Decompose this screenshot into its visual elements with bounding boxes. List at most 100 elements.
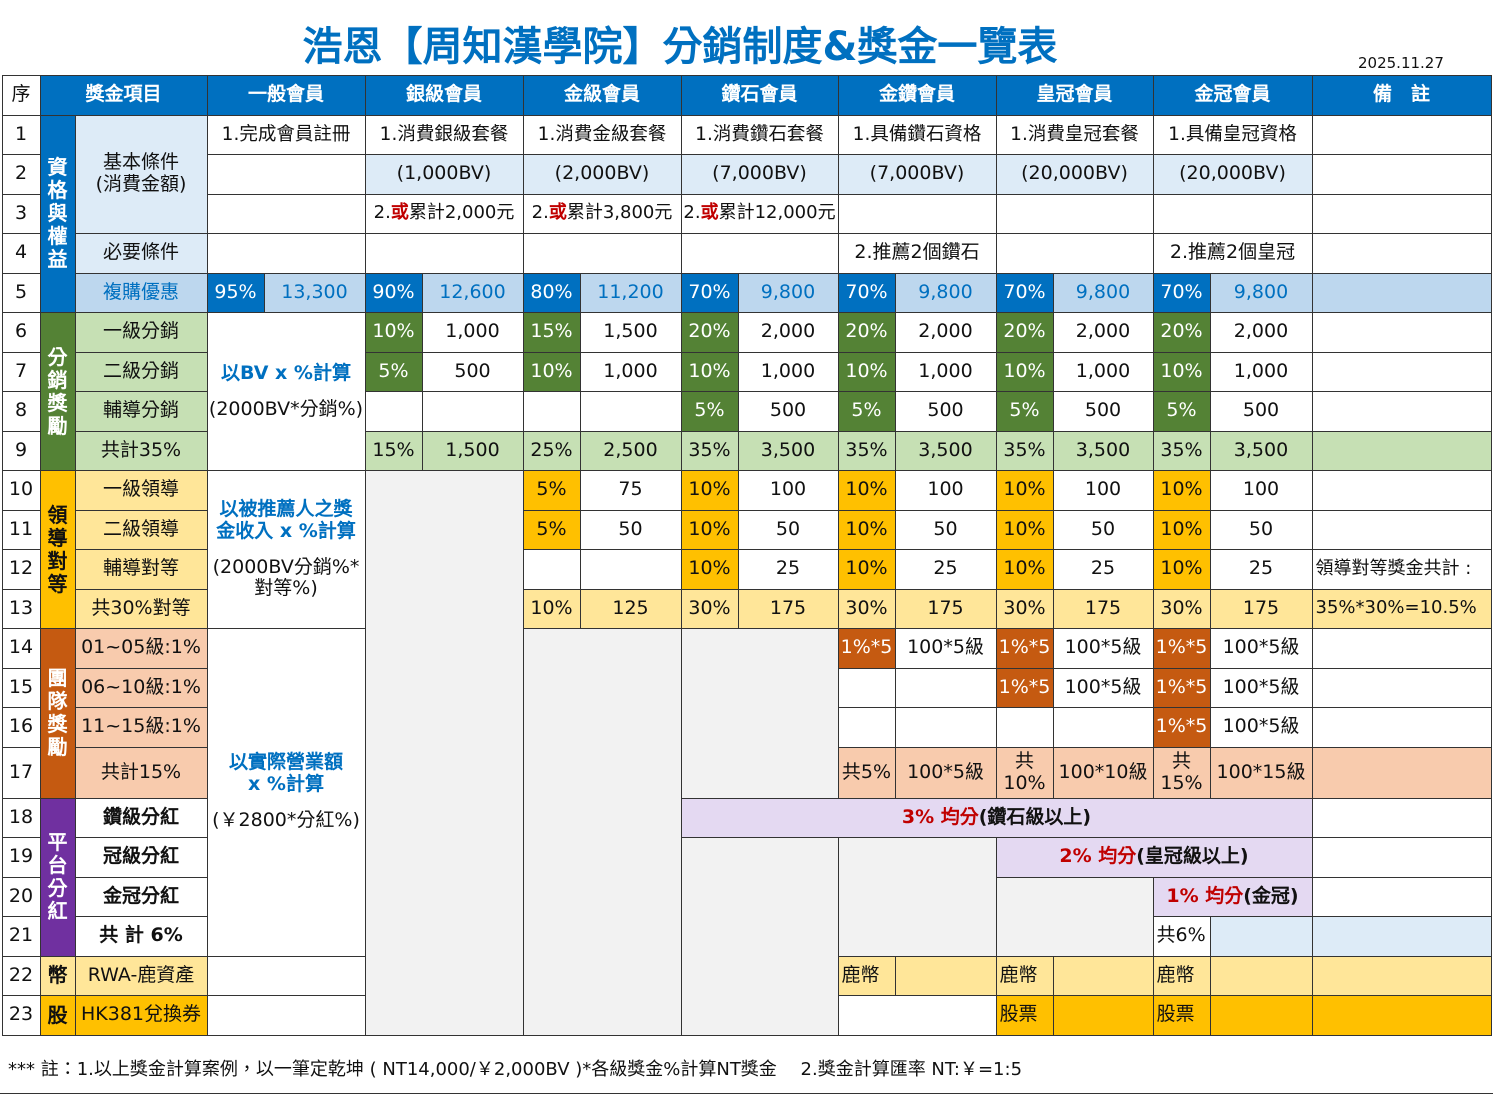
table-cell: 1%*5 [1152, 628, 1211, 669]
table-cell [1311, 430, 1492, 471]
table-cell: 22 [1, 955, 41, 996]
table-cell: 2,000 [737, 312, 839, 353]
table-cell: 100 [1209, 470, 1313, 511]
table-cell: 冠級分紅 [74, 837, 208, 878]
table-cell: 平台分紅 [39, 797, 76, 957]
cell-text: 以實際營業額 x %計算 [228, 751, 343, 796]
cell-text: (￥2800*分紅%) [212, 809, 360, 832]
table-cell: 11,200 [579, 272, 682, 313]
table-cell: 17 [1, 746, 41, 799]
cell-text: 累計3,800元 [566, 202, 673, 224]
table-cell: 輔導分銷 [74, 391, 208, 432]
table-cell: 序 [1, 74, 41, 116]
table-cell: 鹿幣 [1152, 955, 1211, 996]
table-cell [1311, 272, 1492, 313]
table-cell: 50 [579, 509, 682, 550]
table-cell [995, 193, 1154, 234]
table-cell: 10% [522, 588, 581, 629]
table-cell: 1.完成會員註冊 [206, 114, 366, 155]
table-cell: 100*5級 [894, 746, 997, 799]
table-cell: 共5% [837, 746, 896, 799]
table-cell: 25 [1209, 549, 1313, 590]
table-cell: 175 [1052, 588, 1154, 629]
table-cell: 500 [894, 391, 997, 432]
table-cell [1311, 995, 1492, 1036]
table-cell: (1,000BV) [364, 154, 524, 195]
table-cell: 2,500 [579, 430, 682, 471]
cell-text: 3% 均分 [901, 805, 979, 828]
cell-text: 或 [548, 202, 567, 224]
table-cell: 70% [837, 272, 896, 313]
table-cell: 30% [1152, 588, 1211, 629]
table-cell [206, 955, 366, 996]
table-cell: 10% [995, 509, 1054, 550]
table-cell: 3,500 [1052, 430, 1154, 471]
table-cell: 1.消費金級套餐 [522, 114, 682, 155]
table-cell: 輔導對等 [74, 549, 208, 590]
table-cell: 3% 均分 (鑽石級以上) [680, 797, 1313, 838]
table-cell: 1.消費皇冠套餐 [995, 114, 1154, 155]
table-cell: 備 註 [1311, 74, 1492, 116]
table-cell: 金冠分紅 [74, 876, 208, 917]
table-cell: 1,000 [579, 351, 682, 392]
table-cell: 95% [206, 272, 265, 313]
table-cell [837, 193, 997, 234]
table-cell: 01~05級:1% [74, 628, 208, 669]
table-cell: 2% 均分 (皇冠級以上) [995, 837, 1313, 878]
table-cell [1311, 916, 1492, 957]
cell-text: 或 [700, 202, 719, 224]
table-cell [1311, 114, 1492, 155]
table-cell: 一般會員 [206, 74, 366, 116]
table-cell: 1,000 [1209, 351, 1313, 392]
table-cell: 1,500 [421, 430, 524, 471]
table-cell: 分銷獎勵 [39, 312, 76, 471]
table-cell: 10 [1, 470, 41, 511]
table-cell: 10% [995, 549, 1054, 590]
table-cell: 3,500 [1209, 430, 1313, 471]
table-cell: 500 [737, 391, 839, 432]
table-cell: 9,800 [1209, 272, 1313, 313]
table-cell: 100 [1052, 470, 1154, 511]
table-cell: 共計35% [74, 430, 208, 471]
table-cell: 100*5級 [1052, 628, 1154, 669]
table-cell: 25 [1052, 549, 1154, 590]
table-cell: 06~10級:1% [74, 667, 208, 708]
table-cell [1311, 955, 1492, 996]
table-cell [1311, 746, 1492, 799]
table-cell: 30% [995, 588, 1054, 629]
table-cell: 資格與權益 [39, 114, 76, 313]
table-cell: 10% [995, 351, 1054, 392]
table-cell: 13 [1, 588, 41, 629]
table-cell: 12,600 [421, 272, 524, 313]
table-cell: 13,300 [263, 272, 366, 313]
table-cell [206, 995, 366, 1036]
table-cell: 共6% [1152, 916, 1211, 957]
table-cell: 25 [737, 549, 839, 590]
table-cell: 2. 或累計3,800元 [522, 193, 682, 234]
table-cell [1311, 876, 1492, 917]
table-cell: 10% [837, 351, 896, 392]
table-cell: 10% [680, 509, 739, 550]
table-cell: 股 [39, 995, 76, 1036]
table-cell: 4 [1, 233, 41, 274]
table-cell: 10% [680, 470, 739, 511]
table-cell: 共 10% [995, 746, 1054, 799]
table-cell: 共30%對等 [74, 588, 208, 629]
cell-text: (2000BV*分銷%) [208, 397, 364, 420]
table-cell: 鹿幣 [995, 955, 1054, 996]
table-cell: 8 [1, 391, 41, 432]
table-cell: 領導對等獎金共計 : [1311, 549, 1492, 590]
table-cell: 5% [522, 509, 581, 550]
table-cell [1311, 233, 1492, 274]
table-cell [1311, 707, 1492, 748]
table-cell [364, 233, 524, 274]
table-cell: 5 [1, 272, 41, 313]
table-cell: 3,500 [894, 430, 997, 471]
table-cell: 獎金項目 [39, 74, 208, 116]
cell-text: (2000BV分銷%* 對等%) [212, 555, 360, 600]
table-cell [421, 391, 524, 432]
table-cell: 10% [364, 312, 423, 353]
table-cell: 基本條件 (消費金額) [74, 114, 208, 234]
table-cell: 21 [1, 916, 41, 957]
table-cell: 2,000 [1209, 312, 1313, 353]
